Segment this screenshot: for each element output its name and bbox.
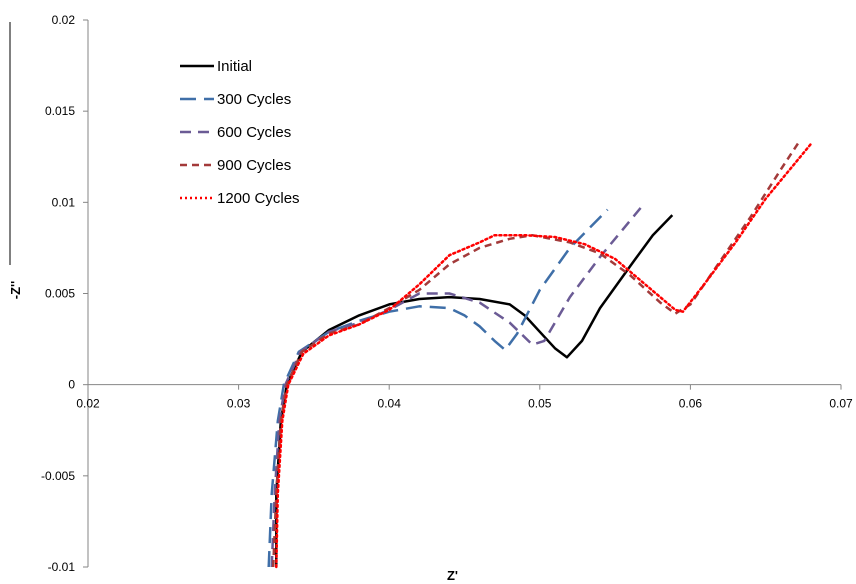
legend-label-0: Initial (217, 58, 252, 75)
tick-labels: 0.02 0.03 0.04 0.05 0.06 0.07 0.02 0.015 0.01 0.0… (41, 13, 853, 574)
x-tick-label: 0.04 (378, 397, 402, 411)
legend-label-4: 1200 Cycles (217, 190, 300, 207)
series-line-4 (275, 142, 813, 569)
y-tick-label: 0.01 (52, 195, 76, 209)
y-tick-label: -0.005 (41, 469, 75, 483)
x-tick-label: 0.03 (227, 397, 251, 411)
x-tick-label: 0.06 (679, 397, 703, 411)
series-line-2 (270, 205, 644, 568)
y-tick-label: -0.01 (48, 560, 76, 574)
y-tick-label: 0.02 (52, 13, 76, 27)
series-line-0 (275, 214, 674, 567)
x-tick-label: 0.02 (76, 397, 100, 411)
legend: Initial 300 Cycles 600 Cycles 900 Cycles 120… (180, 58, 300, 207)
series-line-3 (271, 141, 800, 568)
legend-label-2: 600 Cycles (217, 124, 291, 141)
y-tick-label: 0 (68, 378, 75, 392)
legend-label-3: 900 Cycles (217, 157, 291, 174)
x-tick-label: 0.05 (528, 397, 552, 411)
legend-label-1: 300 Cycles (217, 91, 291, 108)
y-tick-label: 0.015 (45, 104, 75, 118)
series-lines (267, 141, 813, 569)
x-axis-title: Z' (447, 568, 458, 583)
series-line-1 (267, 208, 609, 568)
y-axis-title: -Z'' (8, 281, 23, 299)
y-tick-label: 0.005 (45, 287, 75, 301)
x-tick-label: 0.07 (829, 397, 853, 411)
axes (9, 19, 842, 568)
